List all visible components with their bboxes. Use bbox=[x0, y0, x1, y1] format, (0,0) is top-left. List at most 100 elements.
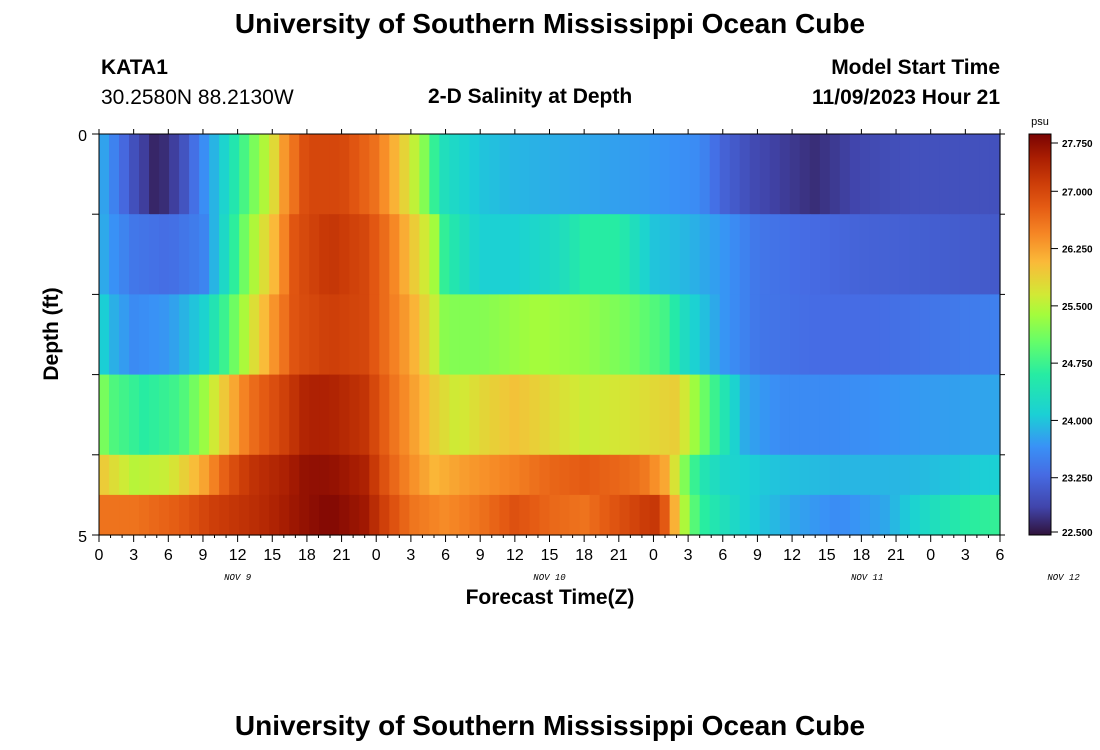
heatmap-cell bbox=[509, 454, 521, 496]
heatmap-cell bbox=[329, 134, 340, 215]
heatmap-cell bbox=[719, 134, 731, 215]
heatmap-cell bbox=[229, 294, 240, 376]
heatmap-cell bbox=[219, 374, 230, 456]
heatmap-cell bbox=[509, 494, 521, 536]
heatmap-cell bbox=[889, 494, 901, 536]
heatmap-cell bbox=[299, 294, 310, 376]
heatmap-cell bbox=[139, 374, 150, 456]
heatmap-cell bbox=[519, 294, 531, 376]
heatmap-cell bbox=[129, 374, 140, 456]
heatmap-cell bbox=[539, 134, 551, 215]
x-tick-label: 6 bbox=[164, 547, 173, 564]
heatmap-cell bbox=[429, 454, 440, 496]
heatmap-cell bbox=[509, 294, 521, 376]
heatmap-cell bbox=[869, 454, 881, 496]
colorbar-tick-label: 26.250 bbox=[1062, 245, 1093, 256]
x-tick-label: 3 bbox=[961, 547, 970, 564]
x-tick-label: 0 bbox=[372, 547, 381, 564]
heatmap-cell bbox=[929, 134, 941, 215]
heatmap-cell bbox=[569, 214, 581, 295]
heatmap-cell bbox=[199, 294, 210, 376]
heatmap-cell bbox=[99, 134, 110, 215]
heatmap-cell bbox=[249, 454, 260, 496]
heatmap-cell bbox=[969, 294, 981, 376]
heatmap-cell bbox=[449, 494, 460, 536]
heatmap-cell bbox=[939, 134, 951, 215]
heatmap-cell bbox=[429, 294, 440, 376]
heatmap-cell bbox=[889, 134, 901, 215]
heatmap-cell bbox=[829, 494, 841, 536]
heatmap-cell bbox=[409, 454, 420, 496]
x-tick-label: 9 bbox=[199, 547, 208, 564]
heatmap-cell bbox=[739, 454, 751, 496]
heatmap-cell bbox=[469, 134, 481, 215]
heatmap-cell bbox=[869, 494, 881, 536]
heatmap-cell bbox=[529, 494, 541, 536]
heatmap-cell bbox=[989, 374, 1001, 456]
heatmap-cell bbox=[339, 494, 350, 536]
heatmap-cell bbox=[749, 294, 761, 376]
heatmap-cell bbox=[409, 214, 420, 295]
heatmap-cell bbox=[139, 214, 150, 295]
heatmap-cell bbox=[719, 294, 731, 376]
heatmap-cell bbox=[329, 294, 340, 376]
heatmap-cell bbox=[549, 454, 561, 496]
heatmap-cell bbox=[189, 454, 200, 496]
heatmap-cell bbox=[149, 454, 160, 496]
heatmap-cell bbox=[759, 294, 771, 376]
heatmap-cell bbox=[859, 214, 871, 295]
heatmap-cell bbox=[349, 374, 360, 456]
heatmap-cell bbox=[429, 214, 440, 295]
heatmap-cell bbox=[949, 454, 961, 496]
x-tick-label: 3 bbox=[129, 547, 138, 564]
heatmap-cell bbox=[239, 374, 250, 456]
heatmap-cell bbox=[639, 294, 651, 376]
heatmap-cell bbox=[509, 374, 521, 456]
heatmap-cell bbox=[919, 294, 931, 376]
heatmap-cell bbox=[779, 214, 791, 295]
heatmap-cell bbox=[179, 454, 190, 496]
heatmap-cell bbox=[539, 374, 551, 456]
heatmap-cell bbox=[479, 294, 491, 376]
heatmap-cell bbox=[679, 454, 691, 496]
heatmap-cell bbox=[159, 294, 170, 376]
heatmap-cell bbox=[209, 294, 220, 376]
heatmap-cell bbox=[349, 214, 360, 295]
heatmap-cell bbox=[259, 374, 270, 456]
heatmap-cell bbox=[219, 494, 230, 536]
heatmap-cell bbox=[439, 294, 450, 376]
heatmap-cell bbox=[909, 134, 921, 215]
heatmap-cell bbox=[909, 454, 921, 496]
heatmap-cell bbox=[529, 454, 541, 496]
heatmap-cell bbox=[579, 494, 591, 536]
heatmap-cell bbox=[199, 454, 210, 496]
heatmap-cell bbox=[689, 214, 701, 295]
heatmap-cell bbox=[229, 374, 240, 456]
heatmap-cell bbox=[949, 214, 961, 295]
heatmap-cell bbox=[669, 294, 681, 376]
heatmap-cell bbox=[669, 134, 681, 215]
station-id: KATA1 bbox=[101, 56, 168, 79]
heatmap-cell bbox=[629, 214, 641, 295]
colorbar-unit: psu bbox=[1031, 116, 1049, 128]
heatmap-cell bbox=[489, 374, 501, 456]
heatmap-cell bbox=[209, 374, 220, 456]
colorbar-tick-label: 23.250 bbox=[1062, 474, 1093, 485]
heatmap-cell bbox=[979, 494, 991, 536]
heatmap-cell bbox=[589, 494, 601, 536]
heatmap-cell bbox=[769, 494, 781, 536]
heatmap-cell bbox=[579, 454, 591, 496]
x-tick-label: 6 bbox=[441, 547, 450, 564]
heatmap-cell bbox=[279, 374, 290, 456]
heatmap-cell bbox=[619, 494, 631, 536]
heatmap-cell bbox=[629, 454, 641, 496]
heatmap-cell bbox=[899, 454, 911, 496]
heatmap-cell bbox=[649, 454, 661, 496]
heatmap-cell bbox=[469, 214, 481, 295]
heatmap-cell bbox=[139, 134, 150, 215]
heatmap-cell bbox=[349, 294, 360, 376]
x-tick-label: 12 bbox=[783, 547, 801, 564]
heatmap-cell bbox=[279, 294, 290, 376]
heatmap-cell bbox=[319, 134, 330, 215]
heatmap-cell bbox=[109, 214, 120, 295]
